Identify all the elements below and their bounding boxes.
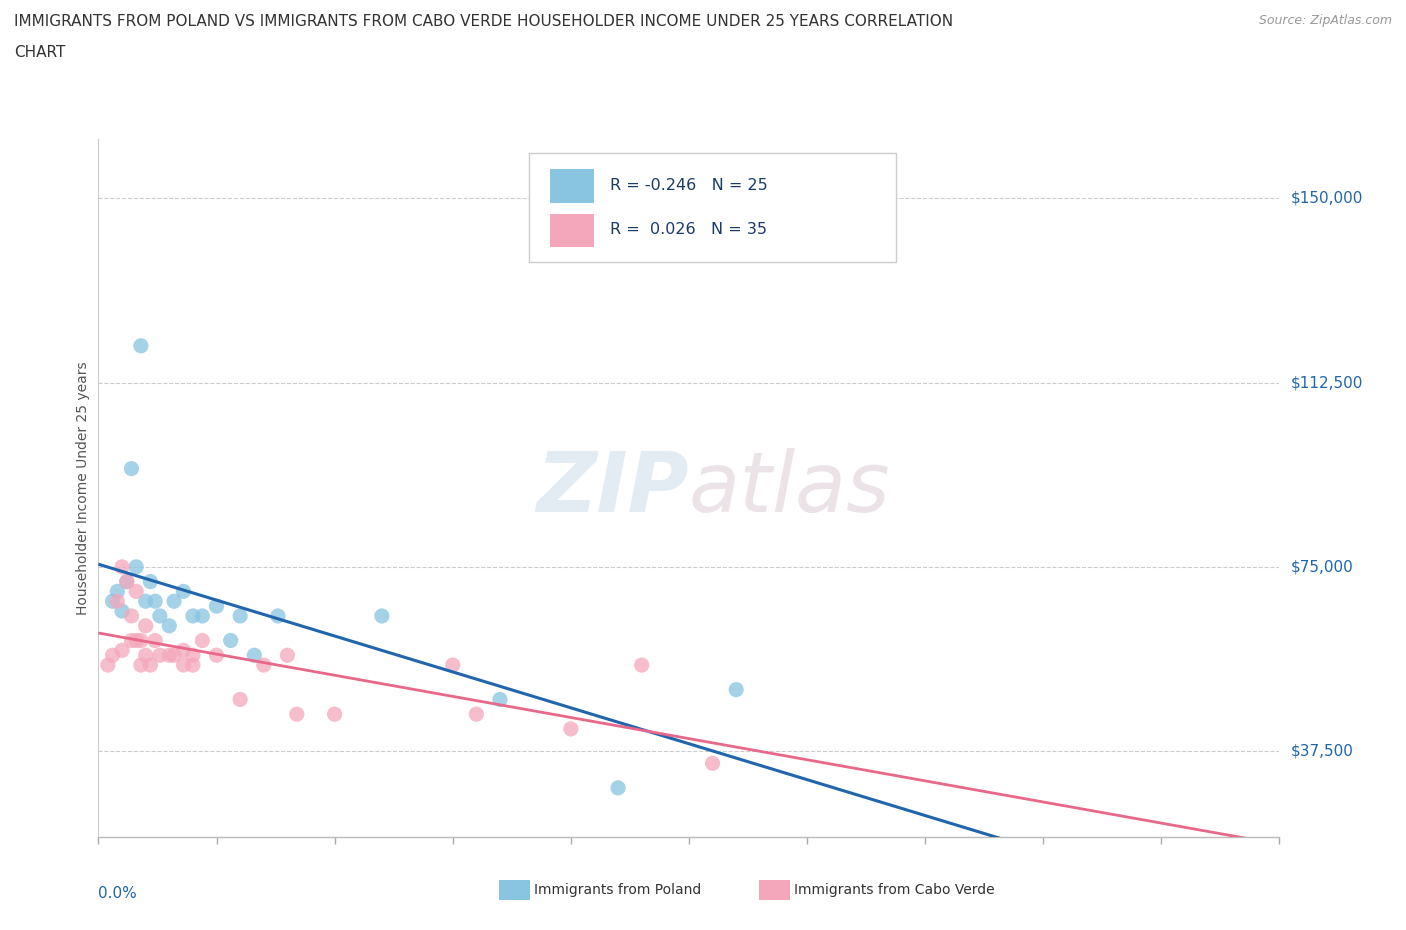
Text: R = -0.246   N = 25: R = -0.246 N = 25 (610, 178, 768, 193)
Text: 0.0%: 0.0% (98, 885, 138, 901)
Point (276, 648, 298, 663)
Point (125, 584, 148, 599)
Point (323, 707, 346, 722)
Point (441, 658, 464, 672)
Point (115, 574, 138, 589)
Point (125, 560, 148, 575)
Text: Source: ZipAtlas.com: Source: ZipAtlas.com (1258, 14, 1392, 27)
Point (157, 618, 180, 633)
Point (115, 574, 138, 589)
Point (105, 593, 128, 608)
Point (139, 658, 162, 672)
Point (163, 593, 186, 608)
Point (143, 593, 166, 608)
Point (607, 780, 630, 795)
Text: $150,000: $150,000 (1291, 191, 1362, 206)
Point (105, 584, 128, 599)
Point (243, 648, 266, 663)
Point (219, 633, 242, 648)
Point (702, 756, 724, 771)
Point (205, 599, 228, 614)
Point (143, 633, 166, 648)
Point (97, 658, 120, 672)
Point (465, 707, 488, 722)
Point (135, 593, 157, 608)
Point (267, 608, 290, 623)
Point (172, 643, 194, 658)
Point (172, 658, 194, 672)
Point (121, 461, 143, 476)
Point (560, 722, 582, 737)
Point (191, 608, 214, 623)
Text: Immigrants from Poland: Immigrants from Poland (534, 883, 702, 897)
Point (111, 643, 134, 658)
Text: $37,500: $37,500 (1291, 744, 1354, 759)
FancyBboxPatch shape (550, 169, 595, 203)
Point (205, 648, 228, 663)
Text: IMMIGRANTS FROM POLAND VS IMMIGRANTS FROM CABO VERDE HOUSEHOLDER INCOME UNDER 25: IMMIGRANTS FROM POLAND VS IMMIGRANTS FRO… (14, 14, 953, 29)
Point (125, 633, 148, 648)
Point (129, 658, 152, 672)
Point (149, 608, 172, 623)
Point (111, 560, 134, 575)
Point (139, 574, 162, 589)
Text: atlas: atlas (689, 447, 890, 529)
Point (229, 608, 252, 623)
Point (725, 683, 748, 698)
Point (121, 633, 143, 648)
Point (111, 604, 134, 618)
Point (371, 608, 394, 623)
Point (229, 692, 252, 707)
Point (253, 658, 276, 672)
FancyBboxPatch shape (550, 214, 595, 247)
Point (101, 648, 124, 663)
Text: ZIP: ZIP (536, 447, 689, 529)
Text: $112,500: $112,500 (1291, 375, 1362, 391)
Point (181, 648, 204, 663)
Point (285, 707, 308, 722)
Point (157, 648, 180, 663)
Point (135, 648, 157, 663)
Point (172, 584, 194, 599)
Point (630, 658, 652, 672)
Point (191, 633, 214, 648)
Point (121, 608, 143, 623)
Text: $75,000: $75,000 (1291, 559, 1354, 575)
Point (135, 618, 157, 633)
Point (489, 692, 512, 707)
Point (149, 648, 172, 663)
Point (163, 648, 186, 663)
Point (129, 633, 152, 648)
Y-axis label: Householder Income Under 25 years: Householder Income Under 25 years (76, 362, 90, 615)
Point (101, 593, 124, 608)
Point (181, 658, 204, 672)
FancyBboxPatch shape (530, 153, 896, 261)
Text: Immigrants from Cabo Verde: Immigrants from Cabo Verde (794, 883, 995, 897)
Point (181, 608, 204, 623)
Text: R =  0.026   N = 35: R = 0.026 N = 35 (610, 222, 766, 237)
Text: CHART: CHART (14, 45, 66, 60)
Point (129, 339, 152, 353)
